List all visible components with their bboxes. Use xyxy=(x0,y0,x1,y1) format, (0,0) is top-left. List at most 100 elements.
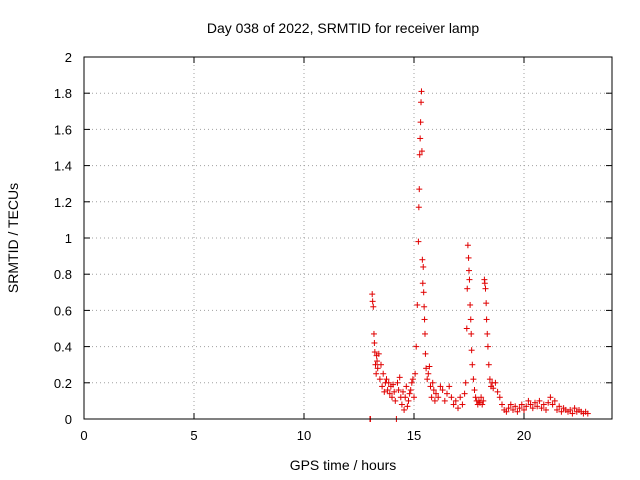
data-point xyxy=(385,379,392,386)
y-tick-label: 1.4 xyxy=(54,159,72,174)
data-point xyxy=(486,376,493,383)
data-point xyxy=(389,394,395,401)
data-point xyxy=(395,387,402,394)
y-tick-label: 1.2 xyxy=(54,195,72,210)
y-tick-label: 0.4 xyxy=(54,340,72,355)
data-point xyxy=(521,406,527,413)
data-point xyxy=(482,285,489,292)
data-point xyxy=(371,339,378,346)
x-axis-label: GPS time / hours xyxy=(290,457,397,473)
data-point xyxy=(472,394,479,401)
data-point xyxy=(450,401,457,408)
data-point xyxy=(518,401,525,408)
y-tick-label: 0.8 xyxy=(54,267,72,282)
data-point xyxy=(492,379,499,386)
data-point xyxy=(383,376,390,383)
y-tick-label: 0 xyxy=(65,412,72,427)
data-point xyxy=(420,289,427,296)
data-point xyxy=(403,383,410,390)
data-point xyxy=(413,343,420,350)
data-point xyxy=(455,405,461,412)
data-point xyxy=(412,370,419,377)
data-point xyxy=(392,397,399,404)
data-point xyxy=(384,387,391,394)
y-tick-label: 0.6 xyxy=(54,303,72,318)
data-point xyxy=(567,406,574,413)
data-point xyxy=(421,316,428,323)
data-point xyxy=(439,387,446,394)
data-point xyxy=(514,408,521,415)
data-point xyxy=(464,285,471,292)
data-point xyxy=(484,330,491,337)
data-point xyxy=(471,387,478,394)
data-point xyxy=(547,394,554,401)
data-point xyxy=(378,361,384,368)
data-point xyxy=(505,405,512,412)
data-point xyxy=(484,343,491,350)
y-tick-label: 1.6 xyxy=(54,122,72,137)
data-point xyxy=(424,376,431,383)
data-point xyxy=(556,403,563,410)
data-point xyxy=(503,408,510,415)
data-point xyxy=(435,394,442,401)
data-point xyxy=(483,300,490,307)
data-point xyxy=(478,394,485,401)
data-point xyxy=(375,350,382,357)
data-point xyxy=(369,291,376,298)
data-point xyxy=(420,263,427,270)
data-point xyxy=(408,379,415,386)
data-point xyxy=(463,325,470,332)
data-point xyxy=(418,88,425,95)
data-point xyxy=(374,358,381,365)
data-point xyxy=(584,410,591,417)
data-point xyxy=(507,401,514,408)
x-tick-label: 5 xyxy=(190,428,197,443)
x-tick-label: 0 xyxy=(80,428,87,443)
data-point xyxy=(430,387,437,394)
data-point xyxy=(499,401,505,408)
data-point xyxy=(380,370,387,377)
data-point xyxy=(374,365,381,372)
data-point xyxy=(481,280,488,287)
data-point xyxy=(371,349,378,356)
data-point xyxy=(418,148,425,155)
data-point xyxy=(376,376,383,383)
data-point xyxy=(467,316,474,323)
data-point xyxy=(370,303,377,310)
data-point xyxy=(419,280,426,287)
data-point xyxy=(540,401,547,408)
data-point xyxy=(444,390,450,397)
data-point xyxy=(381,388,388,395)
data-point xyxy=(480,397,487,404)
data-point xyxy=(400,388,406,395)
data-point xyxy=(462,379,469,386)
data-point xyxy=(457,394,464,401)
data-point xyxy=(416,186,423,193)
data-point xyxy=(405,397,412,404)
data-point xyxy=(418,99,425,106)
data-point xyxy=(407,387,414,394)
y-tick-label: 0.2 xyxy=(54,376,72,391)
data-point xyxy=(431,397,438,404)
data-point xyxy=(468,347,475,354)
data-point xyxy=(534,403,541,410)
data-points xyxy=(367,88,591,422)
data-point xyxy=(428,394,435,401)
data-point xyxy=(370,330,377,337)
data-point xyxy=(417,119,424,126)
data-point xyxy=(467,301,474,308)
data-point xyxy=(398,401,405,408)
data-point xyxy=(372,361,379,368)
data-point xyxy=(402,394,409,401)
data-point xyxy=(426,363,433,370)
data-point xyxy=(571,405,578,412)
data-point xyxy=(411,394,417,401)
data-point xyxy=(558,408,565,415)
axis-ticks: 0 5 10 15 20 0 0.2 0.4 0.6 0.8 1 1.2 1.4 1.6 1.8 2 xyxy=(54,50,612,443)
data-point xyxy=(551,397,558,404)
data-point xyxy=(527,401,534,408)
data-point xyxy=(386,390,393,397)
data-point xyxy=(452,397,459,404)
data-point xyxy=(421,303,428,310)
x-tick-label: 10 xyxy=(297,428,311,443)
